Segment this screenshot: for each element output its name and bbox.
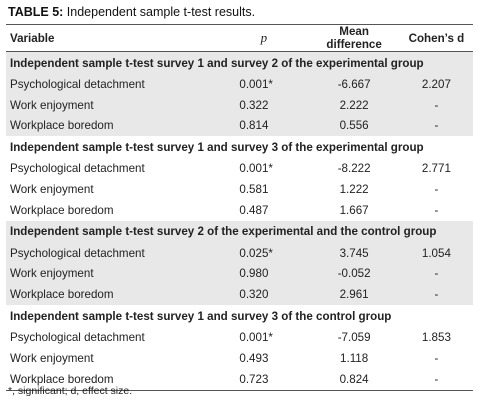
group-title-row: Independent sample t-test survey 1 and s… (6, 51, 473, 74)
cell-variable: Work enjoyment (10, 183, 94, 197)
cell-mean-difference: -0.052 (308, 263, 400, 285)
cell-mean-difference: -7.059 (337, 331, 371, 345)
cell-mean-difference: 1.667 (339, 203, 369, 217)
cell-p: 0.001* (239, 331, 273, 345)
cell-cohens-d: - (399, 368, 473, 391)
cell-mean-difference: 0.824 (308, 368, 400, 391)
table-row: Psychological detachment 0.001* -6.667 2… (6, 74, 473, 95)
group-title-row: Independent sample t-test survey 1 and s… (6, 136, 473, 158)
cell-cohens-d: - (434, 351, 439, 365)
cell-cohens-d: 2.771 (421, 162, 451, 176)
cell-variable: Work enjoyment (10, 351, 94, 365)
cell-p: 0.001* (219, 74, 309, 95)
cell-variable: Psychological detachment (10, 162, 145, 176)
cell-p: 0.581 (239, 183, 269, 197)
group-title: Independent sample t-test survey 1 and s… (10, 140, 424, 154)
cell-mean-difference: -6.667 (308, 74, 400, 95)
cell-variable: Workplace boredom (10, 203, 114, 217)
cell-p: 0.723 (219, 368, 309, 391)
caption-text: Independent sample t-test results. (63, 5, 256, 19)
group-title: Independent sample t-test survey 1 and s… (10, 309, 392, 323)
cell-p: 0.320 (219, 284, 309, 306)
header-cohens-d: Cohen’s d (399, 25, 473, 52)
cell-mean-difference: 1.118 (340, 351, 369, 365)
table-row: Psychological detachment 0.001* -8.222 2… (6, 158, 473, 179)
group-title: Independent sample t-test survey 2 of th… (6, 220, 473, 243)
cell-p: 0.814 (219, 115, 309, 137)
cell-p: 0.487 (239, 203, 269, 217)
cell-mean-difference: 3.745 (308, 242, 400, 264)
cell-cohens-d: 1.054 (399, 242, 473, 264)
cell-cohens-d: - (434, 183, 439, 197)
caption-label: TABLE 5: (8, 5, 64, 19)
cell-mean-difference: 1.222 (339, 183, 369, 197)
cell-mean-difference: -8.222 (337, 162, 371, 176)
cell-cohens-d: - (399, 263, 473, 285)
table-footnote: *, significant; d, effect size. (8, 385, 133, 397)
header-mean-difference: Mean difference (308, 25, 400, 52)
table-row: Psychological detachment 0.025* 3.745 1.… (6, 242, 473, 264)
cell-cohens-d: - (399, 115, 473, 137)
cell-variable: Workplace boredom (6, 115, 220, 137)
table-row: Work enjoyment 0.581 1.222 - (6, 179, 473, 200)
cell-p: 0.980 (219, 263, 309, 285)
table-row: Workplace boredom 0.320 2.961 - (6, 284, 473, 306)
cell-cohens-d: - (434, 203, 439, 217)
cell-variable: Work enjoyment (6, 94, 220, 116)
group-title-row: Independent sample t-test survey 2 of th… (6, 220, 473, 243)
top-rule (6, 24, 473, 25)
cell-cohens-d: - (399, 94, 473, 116)
cell-variable: Psychological detachment (6, 242, 220, 264)
table-row: Work enjoyment 0.322 2.222 - (6, 94, 473, 116)
header-variable: Variable (6, 25, 220, 52)
cell-p: 0.001* (239, 162, 273, 176)
header-p: p (219, 25, 309, 52)
cell-p: 0.493 (239, 351, 269, 365)
cell-cohens-d: 1.853 (421, 331, 451, 345)
table-row: Work enjoyment 0.980 -0.052 - (6, 263, 473, 285)
cell-variable: Psychological detachment (6, 74, 220, 95)
cell-variable: Work enjoyment (6, 263, 220, 285)
cell-mean-difference: 2.961 (308, 284, 400, 306)
cell-variable: Workplace boredom (6, 284, 220, 306)
table-body: Independent sample t-test survey 1 and s… (6, 51, 473, 391)
header-row: Variable p Mean difference Cohen’s d (6, 25, 473, 52)
cell-p: 0.322 (219, 94, 309, 116)
group-title-row: Independent sample t-test survey 1 and s… (6, 305, 473, 327)
cell-mean-difference: 2.222 (308, 94, 400, 116)
cell-mean-difference: 0.556 (308, 115, 400, 137)
cell-cohens-d: 2.207 (399, 74, 473, 95)
table-row: Psychological detachment 0.001* -7.059 1… (6, 327, 473, 348)
cell-cohens-d: - (399, 284, 473, 306)
results-table: Variable p Mean difference Cohen’s d Ind… (6, 25, 473, 391)
table-row: Work enjoyment 0.493 1.118 - (6, 348, 473, 369)
table-row: Workplace boredom 0.723 0.824 - (6, 368, 473, 391)
group-title: Independent sample t-test survey 1 and s… (6, 51, 473, 74)
cell-variable: Workplace boredom (6, 368, 220, 391)
table-row: Workplace boredom 0.487 1.667 - (6, 200, 473, 221)
table-row: Workplace boredom 0.814 0.556 - (6, 115, 473, 137)
table-caption: TABLE 5: Independent sample t-test resul… (8, 5, 255, 19)
cell-p: 0.025* (219, 242, 309, 264)
cell-variable: Psychological detachment (10, 331, 145, 345)
